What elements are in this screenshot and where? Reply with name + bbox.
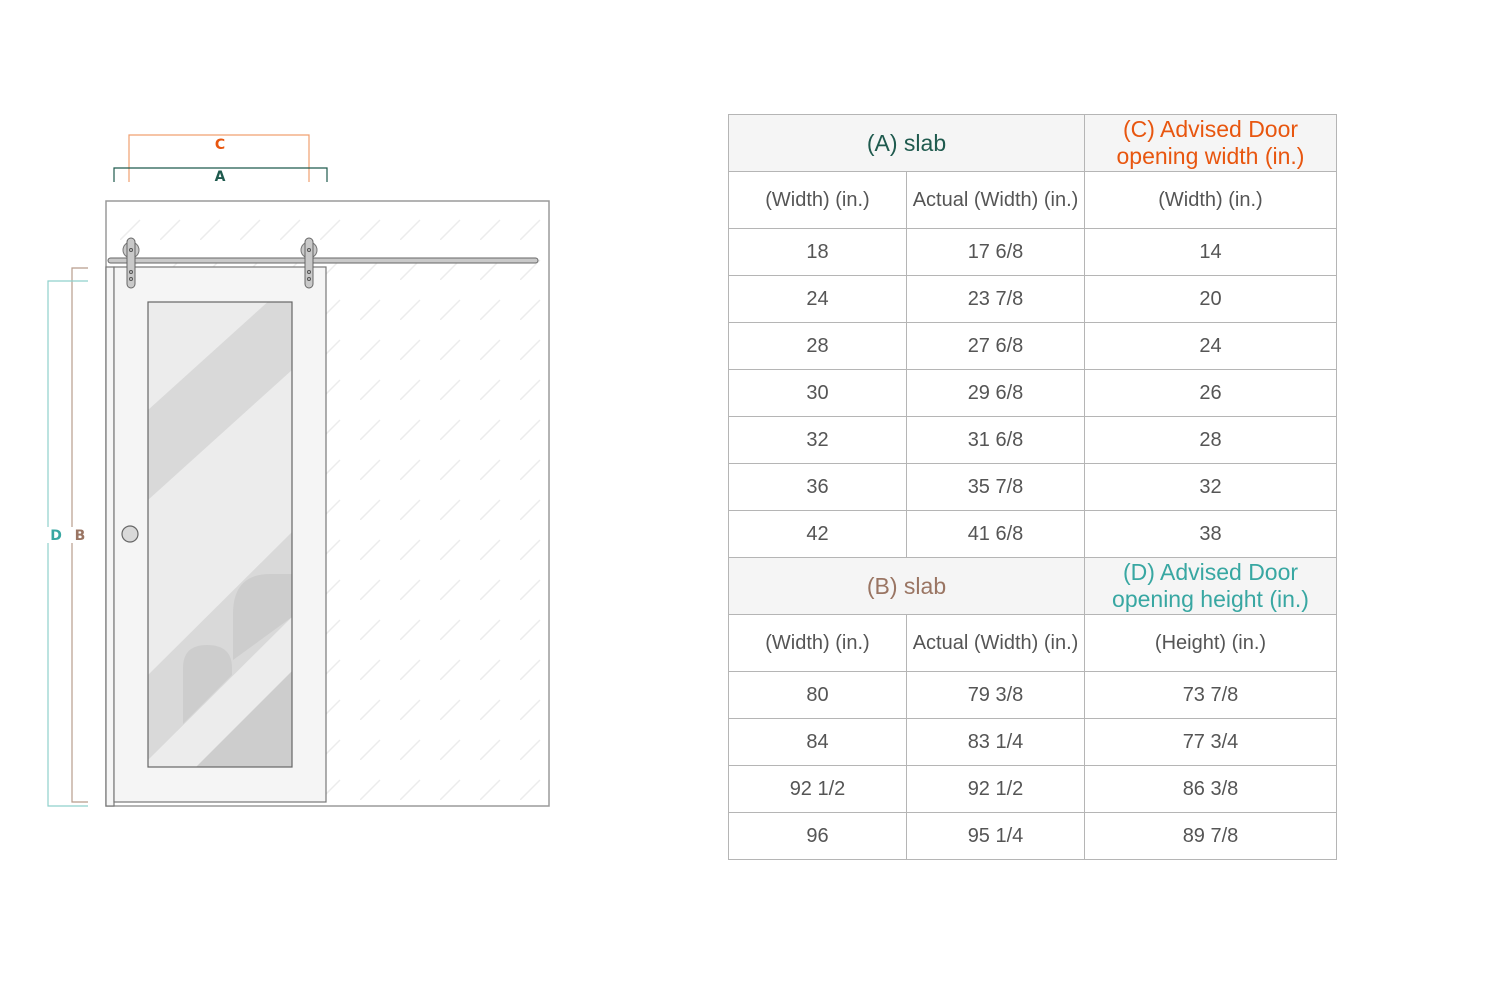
dimension-b-label: B: [75, 528, 86, 544]
column-header: (Width) (in.): [728, 614, 907, 672]
advised-opening-header: (C) Advised Door opening width (in.): [1084, 114, 1337, 172]
table-row: 18 17 6/8 14: [728, 228, 1337, 276]
slab-header: (A) slab: [728, 114, 1085, 172]
column-header: (Height) (in.): [1084, 614, 1337, 672]
table-cell: 42: [728, 510, 907, 558]
table-cell: 73 7/8: [1084, 671, 1337, 719]
table-cell: 31 6/8: [906, 416, 1085, 464]
table-cell: 20: [1084, 275, 1337, 323]
table-cell: 41 6/8: [906, 510, 1085, 558]
column-header: (Width) (in.): [728, 171, 907, 229]
table-cell: 14: [1084, 228, 1337, 276]
table-cell: 32: [1084, 463, 1337, 511]
table-cell: 24: [1084, 322, 1337, 370]
dimension-a: A: [113, 167, 328, 185]
table-cell: 27 6/8: [906, 322, 1085, 370]
height_table-header-row: (B) slab (D) Advised Door opening height …: [728, 557, 1337, 615]
table-cell: 84: [728, 718, 907, 766]
table-cell: 86 3/8: [1084, 765, 1337, 813]
table-cell: 28: [728, 322, 907, 370]
table-row: 96 95 1/4 89 7/8: [728, 812, 1337, 860]
table-cell: 35 7/8: [906, 463, 1085, 511]
door-knob-icon: [121, 525, 139, 543]
table-row: 84 83 1/4 77 3/4: [728, 718, 1337, 766]
hanger-left: [122, 237, 140, 289]
table-cell: 23 7/8: [906, 275, 1085, 323]
glass-panel: [148, 302, 292, 767]
table-cell: 80: [728, 671, 907, 719]
table-row: 30 29 6/8 26: [728, 369, 1337, 417]
table-cell: 32: [728, 416, 907, 464]
sliding-rail: [107, 257, 539, 264]
table-cell: 24: [728, 275, 907, 323]
width_table-header-row: (A) slab (C) Advised Door opening width (…: [728, 114, 1337, 172]
table-cell: 30: [728, 369, 907, 417]
column-header: Actual (Width) (in.): [906, 171, 1085, 229]
table-cell: 92 1/2: [906, 765, 1085, 813]
dimension-d: D: [47, 280, 88, 807]
width_table-column-row: (Width) (in.) Actual (Width) (in.) (Width)…: [728, 171, 1337, 229]
advised-opening-header: (D) Advised Door opening height (in.): [1084, 557, 1337, 615]
table-cell: 89 7/8: [1084, 812, 1337, 860]
dimension-d-label: D: [50, 528, 62, 544]
table-cell: 92 1/2: [728, 765, 907, 813]
table-row: 80 79 3/8 73 7/8: [728, 671, 1337, 719]
dimension-c: C: [128, 134, 310, 182]
table-cell: 17 6/8: [906, 228, 1085, 276]
table-row: 92 1/2 92 1/2 86 3/8: [728, 765, 1337, 813]
table-cell: 36: [728, 463, 907, 511]
slab-header: (B) slab: [728, 557, 1085, 615]
column-header: Actual (Width) (in.): [906, 614, 1085, 672]
size-table: (A) slab (C) Advised Door opening width (…: [728, 114, 1337, 860]
table-cell: 26: [1084, 369, 1337, 417]
table-cell: 83 1/4: [906, 718, 1085, 766]
table-cell: 18: [728, 228, 907, 276]
table-row: 36 35 7/8 32: [728, 463, 1337, 511]
table-cell: 79 3/8: [906, 671, 1085, 719]
table-cell: 96: [728, 812, 907, 860]
table-cell: 28: [1084, 416, 1337, 464]
table-row: 24 23 7/8 20: [728, 275, 1337, 323]
table-cell: 29 6/8: [906, 369, 1085, 417]
table-row: 42 41 6/8 38: [728, 510, 1337, 558]
column-header: (Width) (in.): [1084, 171, 1337, 229]
table-cell: 38: [1084, 510, 1337, 558]
dimension-b: B: [70, 267, 88, 803]
dimension-c-label: C: [215, 137, 225, 153]
hanger-right: [300, 237, 318, 289]
table-cell: 77 3/4: [1084, 718, 1337, 766]
table-row: 28 27 6/8 24: [728, 322, 1337, 370]
door-trim: [105, 266, 115, 807]
dimension-a-label: A: [215, 169, 226, 185]
height_table-column-row: (Width) (in.) Actual (Width) (in.) (Height…: [728, 614, 1337, 672]
table-row: 32 31 6/8 28: [728, 416, 1337, 464]
table-cell: 95 1/4: [906, 812, 1085, 860]
